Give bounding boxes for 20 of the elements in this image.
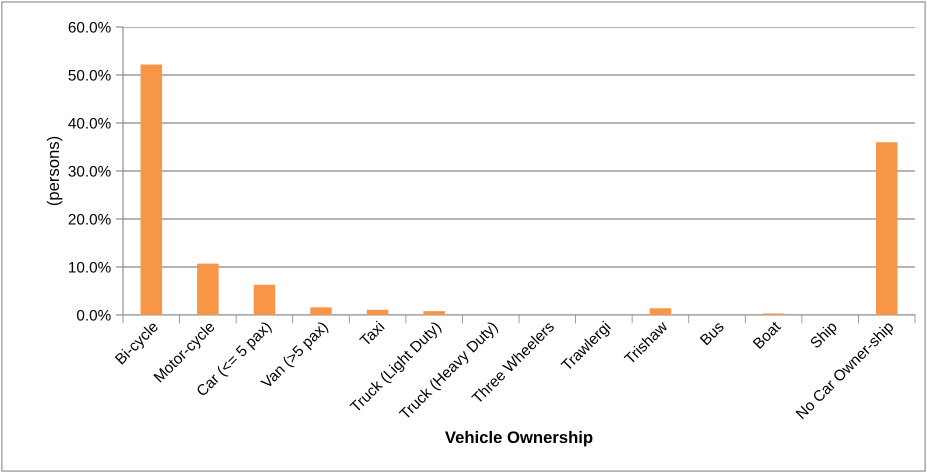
bar xyxy=(876,142,898,315)
x-tick-label: Taxi xyxy=(358,320,385,347)
bar xyxy=(423,311,445,315)
y-tick-label: 10.0% xyxy=(69,262,111,273)
y-tick-label: 30.0% xyxy=(68,166,111,177)
x-tick-label: Ship xyxy=(809,320,840,352)
bar xyxy=(650,308,672,315)
bar xyxy=(310,307,332,315)
y-tick-label: 40.0% xyxy=(68,118,111,129)
y-tick-label: 60.0% xyxy=(68,22,111,33)
y-tick-label: 50.0% xyxy=(68,70,111,81)
bar xyxy=(140,64,162,315)
x-axis-title: Vehicle Ownership xyxy=(445,430,592,446)
bar xyxy=(254,284,276,315)
y-axis-title: (persons) xyxy=(46,136,62,206)
bar xyxy=(197,264,219,315)
x-tick-label: Bus xyxy=(700,320,725,346)
y-tick-label: 0.0% xyxy=(76,310,111,321)
bar xyxy=(366,310,388,315)
y-tick-label: 20.0% xyxy=(68,214,111,225)
